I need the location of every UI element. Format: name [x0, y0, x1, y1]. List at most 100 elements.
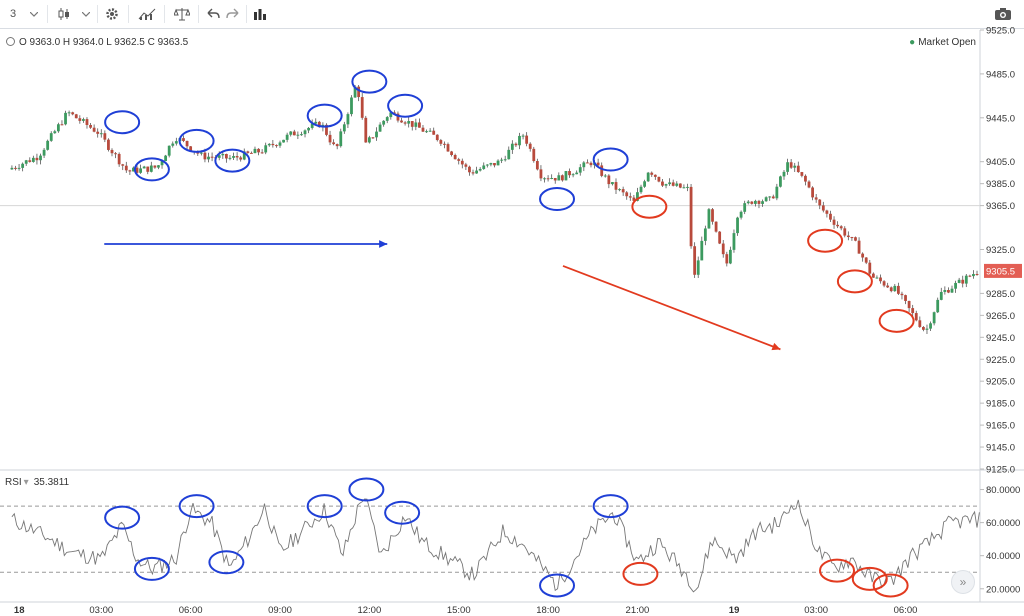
blue-marker — [104, 110, 141, 135]
candle-body — [625, 192, 629, 197]
blue-marker — [306, 103, 343, 128]
candle-body — [250, 152, 253, 154]
candle-body — [496, 160, 500, 166]
candle-body — [936, 299, 940, 313]
candle-body — [582, 162, 586, 168]
rsi-red-marker — [622, 561, 659, 586]
candle-body — [521, 135, 525, 137]
bar-chart-icon[interactable] — [252, 4, 268, 24]
candle-body — [711, 209, 714, 222]
gear-icon[interactable] — [104, 4, 120, 24]
candle-body — [721, 243, 725, 255]
candle-body — [160, 161, 164, 166]
chevron-down-icon[interactable] — [80, 4, 92, 24]
candle-body — [400, 120, 403, 123]
candlestick-icon[interactable] — [56, 4, 72, 24]
candle-body — [60, 124, 64, 126]
rsi-tick-label: 20.0000 — [986, 584, 1020, 595]
candle-body — [35, 157, 39, 161]
candle-body — [114, 153, 117, 155]
candle-body — [482, 165, 486, 169]
candle-body — [139, 168, 142, 173]
price-tick-label: 9185.0 — [986, 399, 1015, 410]
candle-body — [171, 143, 175, 146]
candle-body — [557, 175, 561, 181]
blue-marker — [539, 187, 576, 212]
price-tick-label: 9225.0 — [986, 355, 1015, 366]
rsi-blue-marker — [384, 500, 421, 525]
candle-body — [89, 124, 92, 128]
camera-icon[interactable] — [992, 4, 1014, 24]
rsi-value: 35.3811 — [33, 477, 70, 488]
price-tick-label: 9265.0 — [986, 311, 1015, 322]
candle-body — [371, 137, 375, 139]
candle-body — [668, 182, 672, 185]
candle-body — [854, 237, 857, 241]
undo-icon[interactable] — [205, 4, 221, 24]
blue-arrow-head — [379, 240, 388, 248]
candle-body — [378, 124, 382, 132]
redo-icon[interactable] — [225, 4, 241, 24]
candle-body — [586, 162, 589, 164]
candle-body — [78, 118, 82, 121]
candle-body — [868, 262, 872, 274]
candle-body — [857, 240, 861, 254]
candle-body — [389, 112, 393, 118]
candle-body — [282, 139, 285, 143]
candle-body — [871, 273, 875, 278]
scales-icon[interactable] — [173, 4, 191, 24]
red-marker — [807, 228, 844, 253]
candle-body — [754, 200, 757, 204]
candle-body — [146, 166, 150, 172]
candle-body — [732, 233, 736, 250]
candle-body — [596, 162, 600, 166]
chevron-down-icon[interactable]: ▾ — [23, 477, 29, 488]
candle-body — [367, 137, 371, 143]
candle-body — [618, 189, 621, 191]
candle-body — [621, 189, 625, 193]
candle-body — [904, 295, 907, 301]
candle-body — [725, 254, 729, 264]
scroll-to-latest-button[interactable]: » — [951, 570, 975, 594]
candle-body — [174, 141, 178, 144]
candle-body — [850, 237, 854, 239]
candle-body — [671, 182, 675, 186]
candle-body — [421, 127, 425, 132]
candle-body — [560, 175, 564, 181]
candle-body — [771, 196, 775, 199]
time-tick-label: 18 — [14, 605, 25, 616]
rsi-blue-marker — [539, 573, 576, 598]
indicators-icon[interactable] — [137, 4, 157, 24]
candle-body — [761, 201, 764, 204]
candle-body — [428, 130, 432, 132]
candle-body — [410, 121, 414, 127]
red-arrow-head — [771, 342, 781, 351]
ohlc-values: O 9363.0 H 9364.0 L 9362.5 C 9363.5 — [19, 37, 189, 48]
candle-body — [314, 121, 318, 124]
interval-button[interactable]: 3 — [4, 4, 22, 24]
candle-body — [228, 157, 232, 159]
time-tick-label: 12:00 — [357, 605, 381, 616]
candle-body — [471, 172, 475, 174]
candle-body — [889, 287, 893, 292]
candles — [10, 84, 979, 335]
candle-body — [875, 277, 879, 279]
toolbar: 3 — [0, 0, 1024, 29]
candle-body — [267, 143, 271, 146]
candle-body — [199, 152, 203, 154]
time-tick-label: 21:00 — [626, 605, 650, 616]
candle-body — [525, 135, 529, 144]
candle-body — [896, 285, 900, 294]
candle-body — [864, 257, 868, 263]
visibility-icon[interactable] — [6, 37, 15, 46]
candle-body — [757, 200, 761, 204]
candle-body — [82, 119, 85, 121]
candle-body — [39, 155, 42, 161]
rsi-blue-marker — [133, 556, 170, 581]
candle-body — [628, 196, 632, 198]
chevron-down-icon[interactable] — [28, 4, 40, 24]
candle-body — [24, 160, 28, 164]
candle-body — [793, 165, 797, 168]
candle-body — [64, 112, 67, 125]
